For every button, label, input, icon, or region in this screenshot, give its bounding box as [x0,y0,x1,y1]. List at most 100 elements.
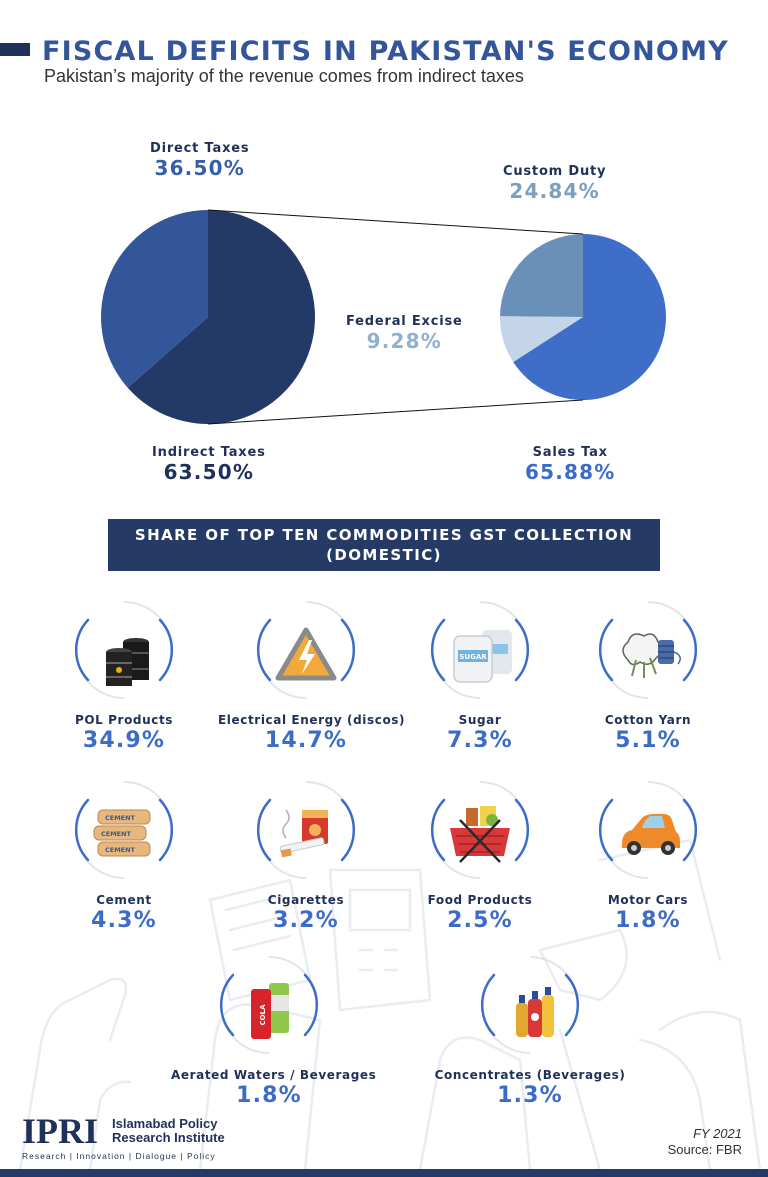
label-federal-excise: Federal Excise 9.28% [346,314,463,353]
label-sales-tax: Sales Tax 65.88% [525,445,616,484]
ipri-name-line1: Islamabad Policy [112,1116,218,1131]
direct-taxes-name: Direct Taxes [150,141,250,156]
gst-section-heading: SHARE OF TOP TEN COMMODITIES GST COLLECT… [108,519,660,571]
commodity-item: POL Products 34.9% [36,600,212,753]
commodity-item: Food Products 2.5% [392,780,568,933]
pie-slice-custom-duty [500,234,583,317]
sales-tax-name: Sales Tax [532,445,608,460]
oil-barrels-icon [106,638,149,686]
ipri-tagline: Research | Innovation | Dialogue | Polic… [22,1151,216,1161]
commodity-icon-wrap [430,780,530,880]
cotton-yarn-icon [622,633,681,678]
svg-text:CEMENT: CEMENT [101,830,132,838]
commodity-item: Concentrates (Beverages) 1.3% [432,955,628,1108]
commodity-share: 7.3% [447,728,513,753]
commodity-share: 2.5% [447,908,513,933]
icon-ring [598,601,698,699]
commodity-share: 4.3% [91,908,157,933]
commodity-name: Cotton Yarn [604,713,692,727]
pie-slice-sales-tax [513,234,667,400]
commodity-name: Concentrates (Beverages) [434,1068,626,1082]
federal-excise-value: 9.28% [366,329,443,353]
commodity-share: 1.8% [236,1083,302,1108]
svg-text:COLA: COLA [259,1004,267,1026]
cigarette-icon [279,809,328,858]
connector-line-top [207,209,584,235]
direct-taxes-value: 36.50% [154,156,245,180]
commodity-icon-wrap [256,780,356,880]
sugar-bags-icon: SUGAR [453,630,512,683]
custom-duty-value: 24.84% [509,179,600,203]
icon-ring [74,601,174,699]
food-basket-icon [450,806,510,863]
ipri-name-line2: Research Institute [112,1130,225,1145]
title-accent-bar [0,43,30,56]
commodity-item: SUGAR Sugar 7.3% [392,600,568,753]
fiscal-year: FY 2021 [693,1126,742,1141]
car-icon [622,814,680,855]
commodity-item: Cotton Yarn 5.1% [560,600,736,753]
sales-tax-value: 65.88% [525,460,616,484]
pie-slice-federal-excise [499,316,583,362]
ipri-full-name: Islamabad Policy Research Institute [112,1117,225,1145]
label-custom-duty: Custom Duty 24.84% [503,164,606,203]
soda-cans-icon: COLA [251,983,289,1039]
commodity-share: 14.7% [264,728,348,753]
gst-heading-line2: (DOMESTIC) [326,546,442,564]
bottles-icon [516,987,554,1037]
gst-heading-line1: SHARE OF TOP TEN COMMODITIES GST COLLECT… [134,526,634,544]
tax-pie-charts [101,209,667,425]
svg-text:CEMENT: CEMENT [105,846,136,854]
commodity-name: Food Products [427,893,533,907]
commodity-name: Sugar [458,713,502,727]
commodity-item: COLA Aerated Waters / Beverages 1.8% [171,955,377,1108]
commodity-icon-wrap [598,600,698,700]
high-voltage-icon [275,627,337,681]
commodity-icon-wrap [598,780,698,880]
commodity-share: 1.3% [497,1083,563,1108]
connector-line-bottom [207,399,584,425]
commodity-icon-wrap [256,600,356,700]
commodity-item: Cigarettes 3.2% [218,780,394,933]
icon-ring [598,781,698,879]
svg-text:SUGAR: SUGAR [459,653,487,661]
icon-ring [219,956,319,1054]
label-indirect-taxes: Indirect Taxes 63.50% [152,445,266,484]
cement-bags-icon: CEMENT CEMENT CEMENT [93,809,151,857]
custom-duty-name: Custom Duty [503,164,607,179]
label-direct-taxes: Direct Taxes 36.50% [150,141,249,180]
commodity-item: Electrical Energy (discos) 14.7% [218,600,406,753]
indirect-taxes-name: Indirect Taxes [152,445,266,460]
commodity-item: CEMENT CEMENT CEMENT Cement 4.3% [36,780,212,933]
commodity-name: Electrical Energy (discos) [218,713,406,727]
commodity-name: Aerated Waters / Beverages [171,1068,377,1082]
svg-text:CEMENT: CEMENT [105,814,136,822]
commodity-name: Cigarettes [267,893,345,907]
commodity-share: 3.2% [273,908,339,933]
commodity-share: 34.9% [82,728,166,753]
indirect-taxes-value: 63.50% [163,460,255,484]
pie-slice-direct-taxes [101,210,208,388]
page-subtitle: Pakistan’s majority of the revenue comes… [44,66,524,86]
ipri-logo-mark: IPRI [22,1111,99,1151]
icon-ring [256,781,356,879]
commodity-name: Motor Cars [607,893,689,907]
footer-bar [0,1169,768,1177]
commodity-share: 1.8% [615,908,681,933]
pie-slice-indirect-taxes [127,210,316,424]
commodity-icon-wrap [480,955,580,1055]
icon-ring [256,601,356,699]
commodity-item: Motor Cars 1.8% [560,780,736,933]
page-title: FISCAL DEFICITS IN PAKISTAN'S ECONOMY [42,36,729,67]
commodity-icon-wrap: SUGAR [430,600,530,700]
icon-ring [430,601,530,699]
commodity-share: 5.1% [615,728,681,753]
commodity-name: POL Products [74,713,174,727]
federal-excise-name: Federal Excise [346,314,463,329]
commodity-icon-wrap: COLA [219,955,319,1055]
icon-ring [480,956,580,1054]
data-source: Source: FBR [667,1142,742,1157]
icon-ring [74,781,174,879]
commodity-icon-wrap: CEMENT CEMENT CEMENT [74,780,174,880]
commodity-icon-wrap [74,600,174,700]
